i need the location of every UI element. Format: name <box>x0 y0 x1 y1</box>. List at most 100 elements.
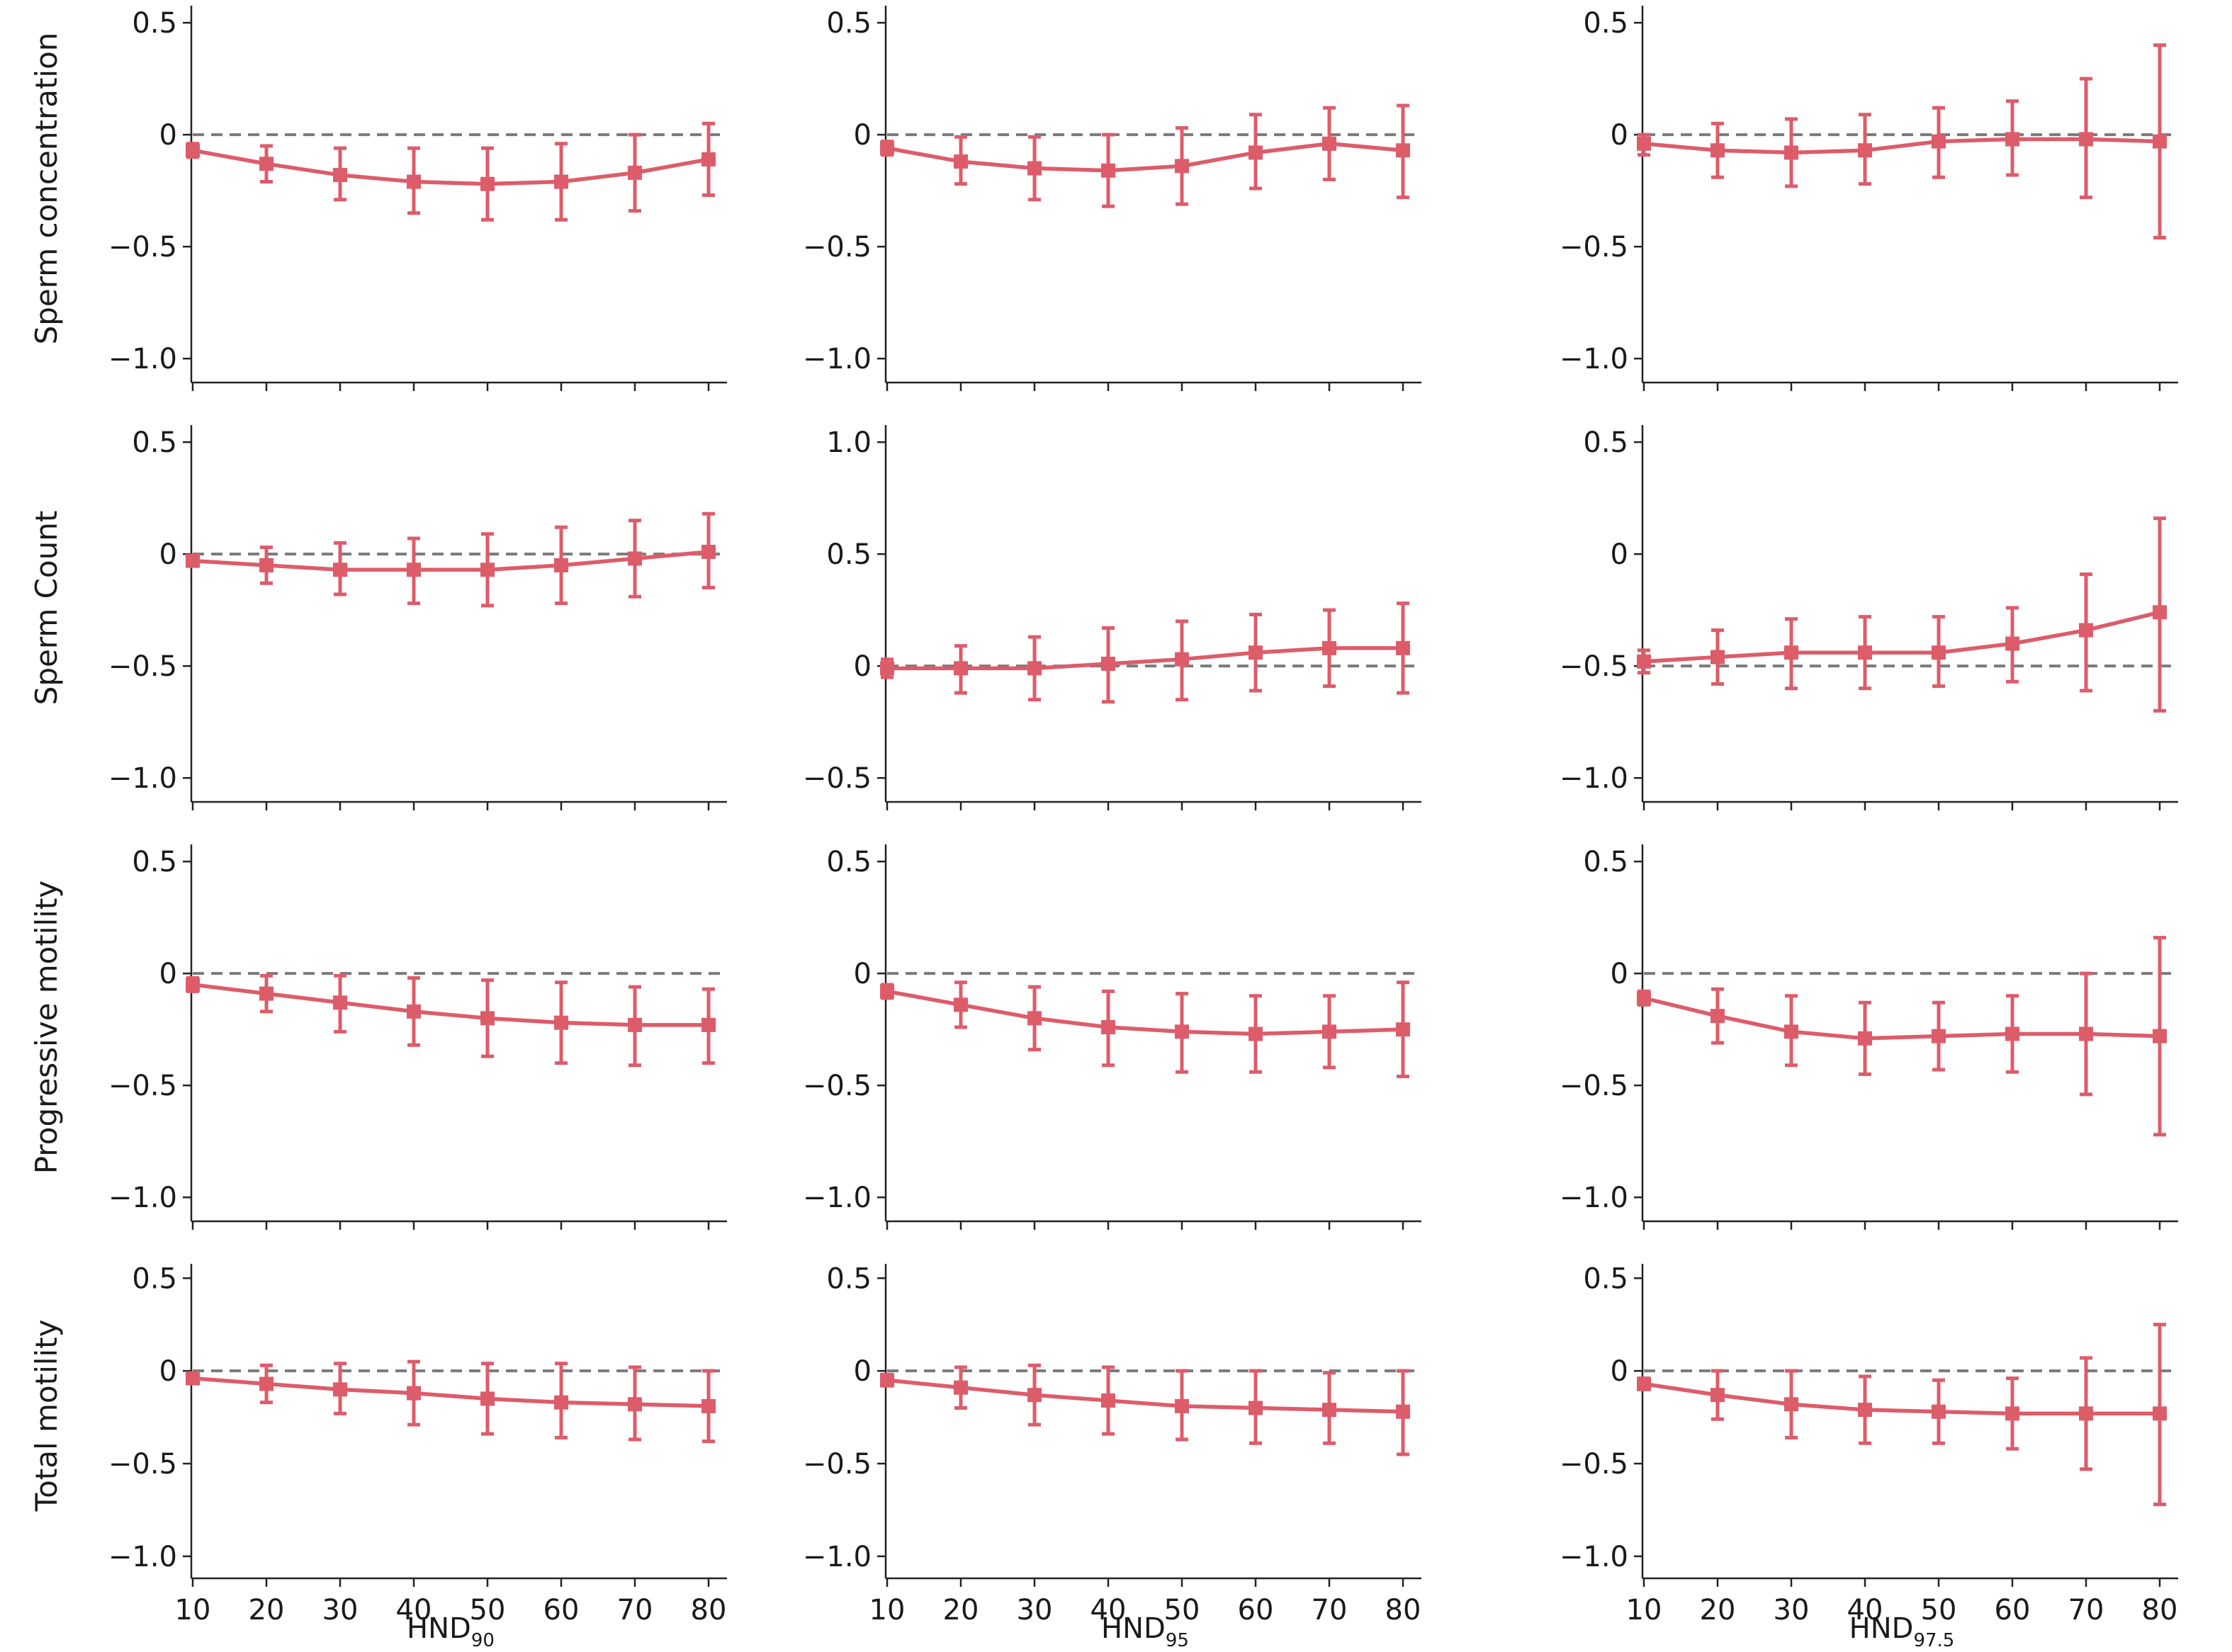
panel-r2-c3: 0.5 0 −0.5 −1.0 <box>1560 425 2178 810</box>
data-point <box>880 661 894 676</box>
data-point <box>1858 645 1872 660</box>
y-tick-label: −0.5 <box>108 1448 177 1481</box>
data-point <box>2079 132 2093 147</box>
data-point <box>554 1015 568 1030</box>
col-titles: HND90 HND95 HND97.5 <box>407 1612 1954 1651</box>
x-tick-label: 70 <box>1312 1594 1348 1626</box>
series-line <box>192 983 709 1027</box>
y-tick-label: −0.5 <box>803 762 872 795</box>
x-tick-label: 30 <box>322 1594 359 1626</box>
series-line <box>1643 137 2160 155</box>
y-tick-label: 0.5 <box>132 1262 177 1295</box>
data-point <box>880 1373 894 1388</box>
panel-r1-c3: 0.5 0 −0.5 −1.0 <box>1560 6 2178 391</box>
y-tick-label: −1.0 <box>803 343 872 375</box>
panel-r1-c1: 0.5 0 −0.5 −1.0 <box>108 6 727 391</box>
y-tick-label: 0.5 <box>132 7 177 40</box>
data-point <box>1710 143 1725 158</box>
data-point <box>1027 161 1042 176</box>
data-point <box>1322 136 1336 151</box>
data-point <box>1637 654 1651 669</box>
data-point <box>1249 145 1263 160</box>
data-point <box>2079 1406 2093 1421</box>
data-point <box>701 152 716 166</box>
data-point <box>186 553 200 568</box>
data-point <box>1637 990 1651 1005</box>
series-line <box>1643 1381 2160 1416</box>
data-point <box>1027 1388 1042 1403</box>
y-tick-label: −1.0 <box>108 1541 177 1573</box>
x-tick-label: 80 <box>691 1594 727 1626</box>
panel-r1-c2: 0.5 0 −0.5 −1.0 <box>803 6 1421 391</box>
data-point <box>186 143 200 158</box>
data-point <box>1396 640 1410 655</box>
y-tick-label: 0 <box>1611 1355 1628 1388</box>
data-point <box>880 141 894 156</box>
panel-r3-c1: 0.5 0 −0.5 −1.0 <box>108 844 727 1230</box>
data-point <box>1784 1397 1798 1412</box>
data-point <box>1322 1403 1336 1418</box>
y-tick-label: −1.0 <box>108 762 177 795</box>
data-point <box>1101 657 1115 672</box>
data-point <box>1175 1024 1189 1039</box>
panel-r3-c2: 0.5 0 −0.5 −1.0 <box>803 844 1421 1230</box>
data-point <box>2005 636 2019 651</box>
data-point <box>186 1371 200 1386</box>
y-tick-label: 0 <box>159 538 177 571</box>
xlabel-subscript: 97.5 <box>1913 1630 1954 1651</box>
data-point <box>628 1397 642 1412</box>
x-tick-label: 30 <box>1017 1594 1053 1626</box>
data-point <box>259 1376 274 1391</box>
data-point <box>1027 1011 1042 1026</box>
x-tick-label: 10 <box>1626 1594 1662 1626</box>
data-point <box>2005 1026 2019 1041</box>
data-point <box>1175 159 1189 174</box>
y-tick-label: −1.0 <box>108 343 177 375</box>
xlabel-main: HND <box>1101 1612 1166 1645</box>
data-point <box>701 1017 716 1032</box>
data-point <box>628 551 642 566</box>
ylabel-row-4: Total motility <box>29 1320 64 1512</box>
x-tick-label: 70 <box>2068 1594 2104 1626</box>
data-point <box>1710 1388 1725 1403</box>
data-point <box>1784 1024 1798 1039</box>
y-tick-label: 0.5 <box>1583 7 1628 40</box>
panel-r4-c1: 0.5 0 −0.5 −1.0 10 20 30 40 50 60 70 80 <box>108 1262 727 1626</box>
data-point <box>1175 1398 1189 1413</box>
data-point <box>1932 1404 1946 1419</box>
data-point <box>2079 623 2093 638</box>
x-tick-label: 40 <box>1847 1594 1883 1626</box>
data-point <box>1101 1020 1115 1034</box>
data-point <box>1101 163 1115 178</box>
data-point <box>333 1382 347 1397</box>
y-tick-label: 0 <box>854 119 872 152</box>
y-tick-label: 0.5 <box>826 846 872 878</box>
x-tick-label: 70 <box>617 1594 653 1626</box>
data-point <box>2005 132 2019 147</box>
y-tick-label: 0.5 <box>826 1262 872 1295</box>
data-point <box>1249 1401 1263 1415</box>
x-tick-label: 60 <box>1995 1594 2031 1626</box>
y-tick-label: −0.5 <box>1560 1448 1628 1481</box>
y-tick-label: −1.0 <box>1560 1182 1628 1214</box>
x-tick-label: 50 <box>1921 1594 1957 1626</box>
y-tick-label: −0.5 <box>803 231 872 264</box>
y-tick-label: 0 <box>854 958 872 990</box>
xlabel-main: HND <box>407 1612 471 1645</box>
data-point <box>1858 143 1872 158</box>
ylabel-row-1: Sperm concentration <box>29 33 64 345</box>
data-point <box>1637 1376 1651 1391</box>
y-tick-label: −1.0 <box>1560 762 1628 795</box>
x-tick-label: 60 <box>543 1594 580 1626</box>
x-tick-label: 50 <box>470 1594 506 1626</box>
y-tick-label: 0 <box>1611 119 1628 152</box>
data-point <box>1710 1009 1725 1024</box>
data-point <box>1932 645 1946 660</box>
panels: 0.50−0.5−1.00.50−0.5−1.00.50−0.5−1.00.50… <box>108 6 2178 1626</box>
data-point <box>407 562 421 577</box>
panel-r3-c3: 0.5 0 −0.5 −1.0 <box>1560 844 2178 1230</box>
y-tick-label: 0.5 <box>132 846 177 878</box>
data-point <box>2153 605 2167 620</box>
row-titles: Sperm concentration Sperm Count Progressiv… <box>29 33 64 1512</box>
series-line <box>1643 610 2160 664</box>
